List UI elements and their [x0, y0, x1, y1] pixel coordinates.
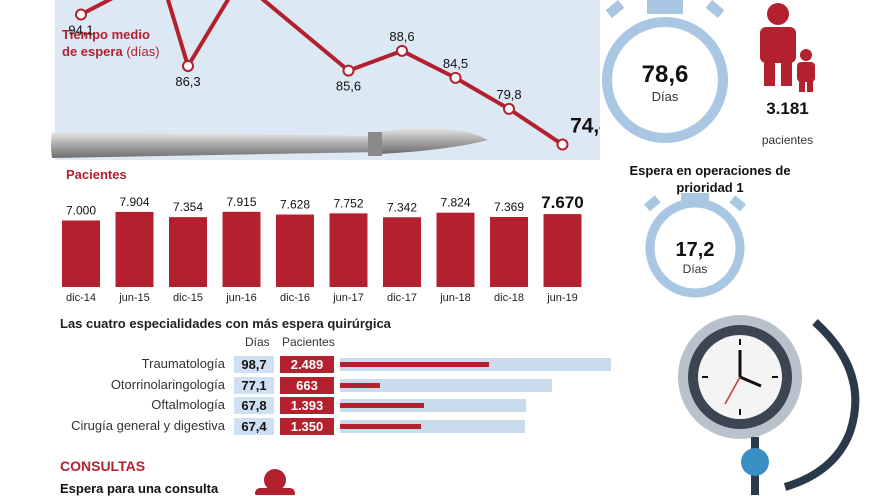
line-chart: 94,1 86,3 85,6 88,6 84,5 79,8 74,4	[68, 0, 600, 151]
bar-category-label: dic-17	[387, 292, 417, 304]
bar-value-label: 7.000	[66, 204, 96, 218]
bar-chart: 7.000 dic-14 7.904 jun-15 7.354 dic-15 7.915 ju…	[62, 193, 584, 304]
bar-value-label: 7.628	[280, 198, 310, 212]
line-value-label: 84,5	[443, 56, 468, 71]
bar-category-label: jun-15	[118, 292, 150, 304]
line-point-dic-17	[396, 44, 408, 57]
scalpel-icon	[51, 127, 488, 158]
bar-dic-14	[62, 220, 100, 287]
bar-jun-15	[115, 211, 154, 287]
specialty-dias: 77,1	[234, 376, 274, 394]
bar-dic-17	[383, 217, 421, 287]
person-icon	[255, 469, 295, 495]
specialty-dias: 67,4	[234, 417, 274, 435]
specialty-pacientes-bar	[340, 423, 421, 429]
bar-chart-title: Pacientes	[66, 167, 127, 182]
line-point-jun-17	[342, 64, 355, 77]
patients-icon	[760, 3, 815, 92]
priority-wait-unit: Días	[683, 262, 708, 276]
wait-time-line	[80, 0, 564, 147]
line-point-dic-18	[503, 102, 515, 115]
bar-category-label: dic-15	[173, 292, 203, 304]
specialty-pacientes: 1.350	[280, 417, 334, 435]
title-unit: (días)	[126, 44, 160, 59]
column-header-dias: Días	[245, 335, 270, 349]
specialty-pacientes-bar	[340, 403, 424, 408]
bar-category-label: dic-16	[280, 292, 310, 304]
line-chart-title: Tiempo medio de espera (días)	[62, 26, 160, 60]
bar-value-label: 7.915	[226, 195, 256, 209]
bar-value-label: 7.752	[333, 196, 363, 210]
specialty-dias: 98,7	[234, 356, 274, 373]
bar-dic-15	[169, 217, 207, 287]
bar-value-label: 7.342	[387, 200, 417, 214]
specialty-name: Cirugía general y digestiva	[71, 417, 225, 433]
bar-category-label: dic-14	[66, 292, 96, 304]
line-point-jun-19	[556, 138, 569, 151]
bar-jun-17	[329, 213, 368, 287]
priority-wait-value: 17,2	[676, 239, 715, 261]
specialty-dias-bar	[340, 378, 553, 392]
bar-value-label: 7.824	[440, 196, 470, 210]
specialty-pacientes-bar	[340, 382, 380, 388]
consultas-title: CONSULTAS	[60, 458, 146, 474]
summary-graphics: 78,6 Días 17,2 Días	[602, 0, 815, 298]
line-point-dic-15	[182, 60, 194, 72]
line-value-label: 86,3	[175, 74, 200, 89]
bar-category-label: jun-17	[332, 292, 364, 304]
specialty-pacientes: 1.393	[280, 397, 334, 414]
consultas-subtitle: Espera para una consulta	[60, 481, 219, 496]
patients-label: pacientes	[761, 133, 814, 147]
specialty-dias: 67,8	[234, 397, 274, 414]
bar-jun-16	[222, 211, 261, 287]
line-value-label: 74,4	[570, 115, 600, 138]
bar-category-label: dic-18	[494, 292, 524, 304]
specialty-pacientes-bar	[340, 362, 490, 367]
patients-count: 3.181	[766, 99, 809, 118]
stopwatch-icon	[602, 0, 728, 143]
line-value-label: 79,8	[496, 87, 521, 102]
bar-value-label: 7.369	[494, 200, 524, 214]
line-point-dic-14	[75, 8, 87, 21]
specialty-dias-bar	[340, 419, 526, 433]
specialty-pacientes: 2.489	[280, 356, 334, 373]
stethoscope-clock-icon	[678, 315, 860, 495]
specialties-title: Las cuatro especialidades con más espera…	[60, 316, 391, 331]
bar-category-label: jun-18	[439, 292, 471, 304]
line-value-label: 88,6	[389, 29, 414, 44]
bar-value-label: 7.670	[541, 193, 584, 212]
title-line-1: Tiempo medio	[62, 27, 150, 42]
avg-wait-unit: Días	[652, 89, 679, 104]
bar-value-label: 7.904	[119, 195, 149, 209]
bar-dic-18	[490, 216, 528, 287]
specialty-pacientes: 663	[280, 376, 334, 394]
avg-wait-value: 78,6	[642, 61, 689, 88]
bar-jun-18	[436, 212, 475, 287]
line-point-jun-18	[449, 71, 462, 84]
bar-value-label: 7.354	[173, 200, 203, 214]
priority-label: Espera en operaciones de prioridad 1	[629, 163, 791, 195]
stopwatch-small-icon	[644, 193, 746, 298]
bar-category-label: jun-19	[546, 292, 578, 304]
line-value-label: 85,6	[336, 79, 361, 94]
bar-category-label: jun-16	[225, 292, 257, 304]
specialty-name: Traumatología	[141, 356, 225, 371]
line-value-label: 94,1	[68, 23, 93, 38]
specialty-dias-bar	[340, 399, 527, 412]
title-line-2: de espera	[62, 44, 123, 59]
bar-jun-19	[543, 214, 582, 287]
bar-dic-16	[276, 214, 314, 287]
specialty-name: Oftalmología	[151, 397, 225, 412]
specialty-name: Otorrinolaringología	[110, 376, 225, 392]
column-header-pacientes: Pacientes	[282, 335, 335, 349]
